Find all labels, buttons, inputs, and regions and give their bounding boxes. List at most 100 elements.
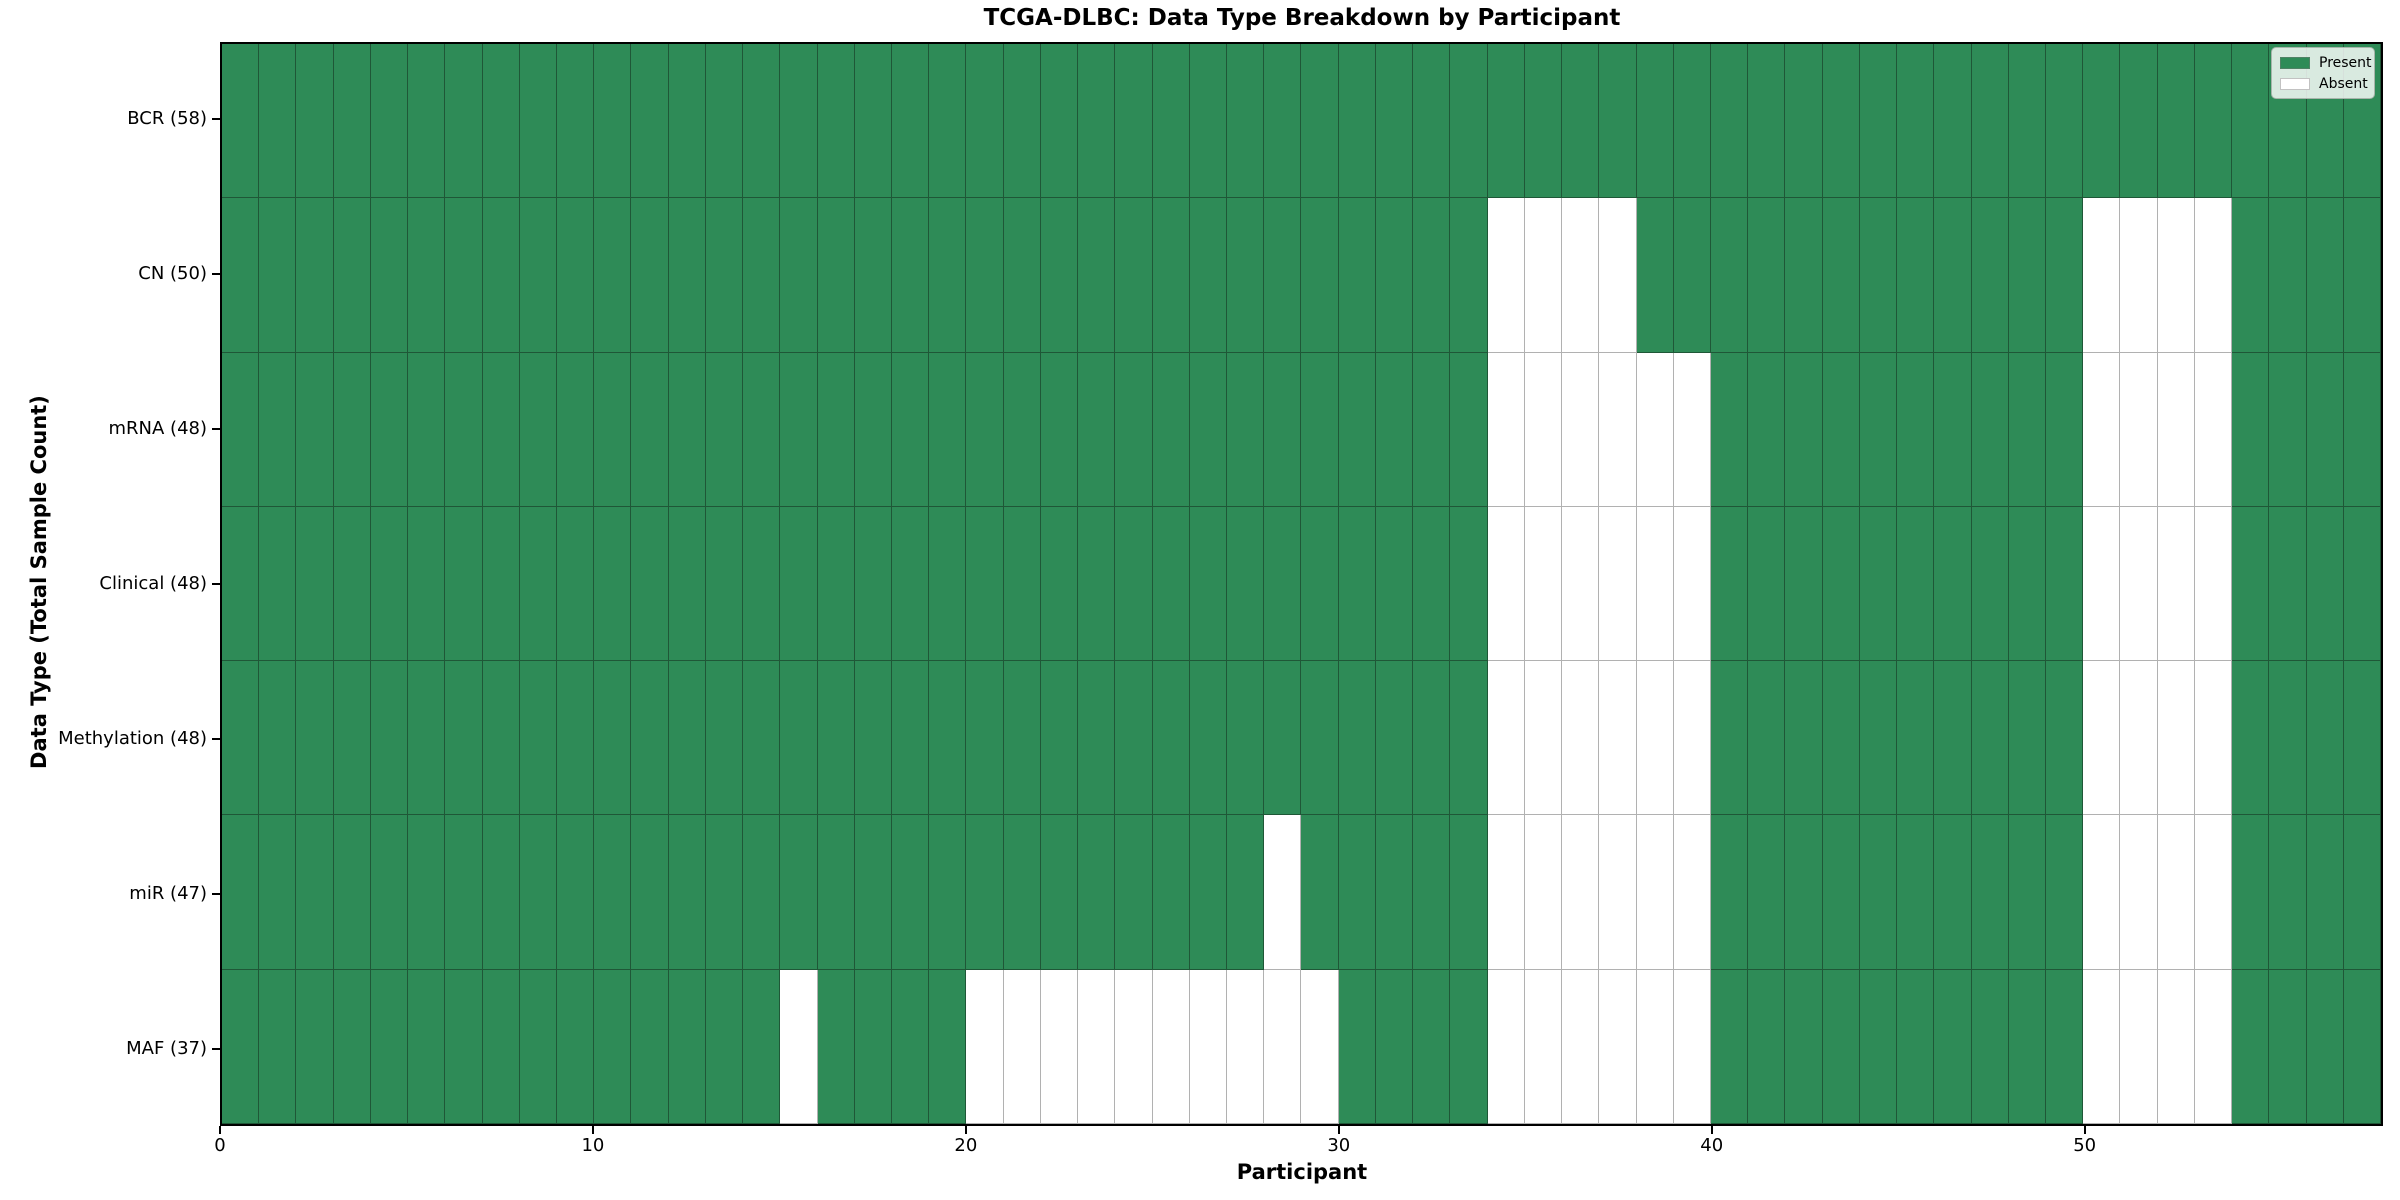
heatmap-cell: [1971, 198, 2009, 353]
heatmap-cell: [1710, 352, 1749, 507]
heatmap-cell: [519, 815, 558, 970]
heatmap-cell: [1971, 661, 2009, 816]
heatmap-cell: [1227, 815, 1265, 970]
heatmap-cell: [668, 815, 706, 970]
heatmap-cell: [1710, 815, 1749, 970]
heatmap-cell: [1524, 44, 1563, 199]
heatmap-cell: [1078, 352, 1116, 507]
heatmap-cell: [1859, 198, 1898, 353]
heatmap-cell: [966, 506, 1004, 662]
heatmap-cell: [296, 198, 334, 353]
heatmap-cell: [482, 352, 520, 507]
heatmap-cell: [1413, 198, 1451, 353]
heatmap-cell: [445, 969, 483, 1124]
heatmap-cell: [1040, 661, 1079, 816]
heatmap-cell: [631, 661, 669, 816]
heatmap-cell: [445, 506, 483, 662]
y-tick-label: MAF (37): [126, 1037, 207, 1059]
heatmap-cell: [594, 815, 632, 970]
heatmap-cell: [1152, 352, 1190, 507]
heatmap-cell: [1934, 506, 1972, 662]
heatmap-cell: [1264, 44, 1302, 199]
heatmap-cell: [1524, 661, 1563, 816]
heatmap-cell: [668, 969, 706, 1124]
heatmap-cell: [557, 198, 595, 353]
legend-swatch: [2280, 57, 2310, 69]
heatmap-cell: [1375, 661, 1414, 816]
heatmap-cell: [1934, 815, 1972, 970]
heatmap-cell: [668, 352, 706, 507]
y-tick-label: miR (47): [129, 882, 207, 904]
heatmap-cell: [1897, 198, 1935, 353]
heatmap-cell: [1338, 352, 1376, 507]
heatmap-cell: [594, 44, 632, 199]
heatmap-cell: [333, 969, 371, 1124]
heatmap-cell: [705, 198, 744, 353]
heatmap-cell: [557, 352, 595, 507]
heatmap-cell: [1003, 44, 1041, 199]
heatmap-cell: [1710, 44, 1749, 199]
heatmap-cell: [1227, 352, 1265, 507]
heatmap-cell: [2232, 815, 2270, 970]
heatmap-cell: [333, 44, 371, 199]
heatmap-cell: [1152, 969, 1190, 1124]
heatmap-cell: [1413, 969, 1451, 1124]
heatmap-cell: [2008, 815, 2046, 970]
heatmap-cell: [2306, 198, 2344, 353]
heatmap-cell: [1189, 44, 1228, 199]
heatmap-cell: [2157, 661, 2195, 816]
heatmap-cell: [817, 815, 855, 970]
heatmap-cell: [966, 44, 1004, 199]
heatmap-cell: [445, 661, 483, 816]
y-tick-mark: [212, 892, 220, 895]
x-tick-label: 40: [1700, 1135, 1724, 1156]
legend-swatch: [2280, 78, 2310, 90]
heatmap-cell: [929, 506, 967, 662]
heatmap-cell: [482, 969, 520, 1124]
heatmap-cell: [1673, 506, 1711, 662]
heatmap-cell: [1189, 198, 1228, 353]
heatmap-cell: [1897, 969, 1935, 1124]
heatmap-cell: [2008, 506, 2046, 662]
heatmap-cell: [519, 661, 558, 816]
heatmap-cell: [1971, 969, 2009, 1124]
heatmap-cell: [1599, 198, 1637, 353]
heatmap-cell: [2232, 198, 2270, 353]
heatmap-cell: [259, 44, 297, 199]
heatmap-cell: [1003, 352, 1041, 507]
heatmap-cell: [408, 44, 446, 199]
heatmap-cell: [333, 352, 371, 507]
heatmap-cell: [2306, 661, 2344, 816]
heatmap-cell: [2083, 506, 2121, 662]
heatmap-cell: [1450, 198, 1488, 353]
heatmap-cell: [370, 198, 409, 353]
heatmap-cell: [333, 661, 371, 816]
x-tick-mark: [2083, 1126, 2086, 1134]
heatmap-cell: [1971, 44, 2009, 199]
heatmap-cell: [1822, 506, 1860, 662]
heatmap-cell: [1673, 352, 1711, 507]
heatmap-cell: [370, 352, 409, 507]
heatmap-cell: [1673, 198, 1711, 353]
heatmap-cell: [743, 198, 781, 353]
heatmap-cell: [1524, 969, 1563, 1124]
heatmap-cell: [445, 815, 483, 970]
heatmap-cell: [445, 198, 483, 353]
heatmap-cell: [2306, 969, 2344, 1124]
legend-entry: Absent: [2280, 76, 2368, 92]
y-tick-mark: [212, 1047, 220, 1050]
heatmap-cell: [1040, 969, 1079, 1124]
heatmap-cell: [370, 969, 409, 1124]
heatmap-cell: [1189, 815, 1228, 970]
heatmap-cell: [817, 661, 855, 816]
heatmap-cell: [1636, 969, 1674, 1124]
heatmap-cell: [1599, 969, 1637, 1124]
heatmap-cell: [1636, 44, 1674, 199]
heatmap-cell: [780, 815, 818, 970]
heatmap-cell: [1227, 506, 1265, 662]
heatmap-cell: [1748, 969, 1786, 1124]
heatmap-cell: [780, 352, 818, 507]
heatmap-cell: [929, 969, 967, 1124]
heatmap-cell: [1152, 198, 1190, 353]
heatmap-cell: [222, 969, 260, 1124]
